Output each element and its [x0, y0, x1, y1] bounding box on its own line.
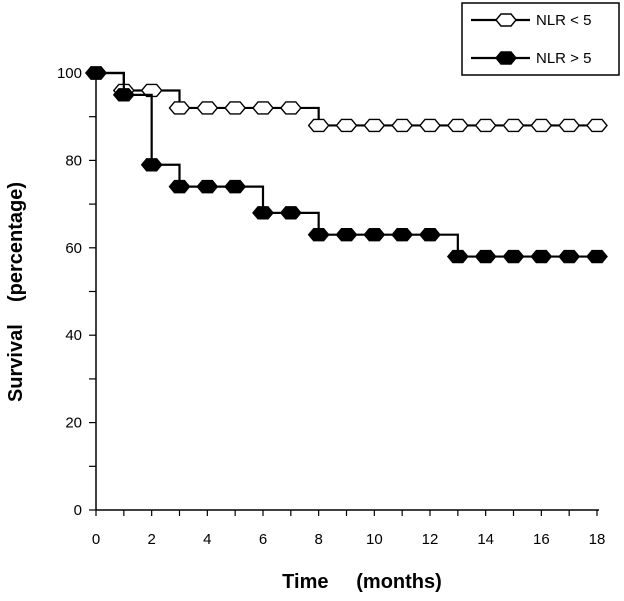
ticks: 0 2 4 6 8 10 12 14 16 18 0 20 40 60 80 100 [57, 65, 605, 548]
data-point [502, 249, 525, 264]
y-tick-label: 60 [65, 240, 82, 257]
x-tick-label: 0 [92, 531, 100, 548]
x-tick-label: 10 [366, 531, 383, 548]
data-point [502, 118, 525, 133]
data-point [307, 118, 330, 133]
data-point [196, 101, 219, 115]
y-tick-label: 100 [57, 65, 82, 82]
data-point [391, 118, 414, 133]
data-point [224, 179, 247, 194]
data-point [586, 249, 608, 264]
legend-marker [495, 13, 517, 27]
data-point [168, 101, 191, 115]
data-point [586, 118, 608, 133]
axes [95, 71, 599, 511]
x-tick-label: 6 [259, 531, 267, 548]
data-point [252, 206, 274, 220]
data-point [224, 101, 247, 115]
legend-box [461, 2, 620, 76]
data-point [168, 179, 191, 194]
data-point [85, 66, 107, 80]
legend: NLR < 5 NLR > 5 [461, 2, 620, 76]
x-tick-label: 2 [147, 531, 155, 548]
legend-label: NLR > 5 [536, 50, 591, 67]
data-point [363, 118, 386, 133]
data-point [140, 158, 163, 172]
x-tick-label: 14 [477, 531, 494, 548]
x-tick-label: 12 [422, 531, 439, 548]
series-1 [85, 66, 608, 133]
data-point [196, 179, 219, 194]
x-axis-title: Time (months) [282, 571, 442, 593]
data-point [530, 249, 553, 264]
y-axis-title: Survival (percentage) [5, 182, 27, 402]
x-tick-label: 8 [314, 531, 322, 548]
x-tick-label: 4 [203, 531, 211, 548]
series-2 [85, 66, 608, 264]
data-point [279, 206, 302, 220]
data-point [446, 118, 469, 133]
y-tick-label: 20 [65, 415, 82, 432]
data-point [419, 118, 441, 133]
legend-marker [495, 51, 517, 65]
data-point [140, 83, 163, 98]
data-point [112, 88, 135, 102]
data-point [530, 118, 553, 133]
data-point [391, 227, 414, 242]
series-line [96, 71, 597, 127]
data-point [558, 118, 581, 133]
legend-entry-2: NLR > 5 [471, 50, 591, 67]
data-point [363, 227, 386, 242]
data-point [558, 249, 581, 264]
legend-label: NLR < 5 [536, 12, 591, 29]
data-point [474, 249, 497, 264]
y-tick-label: 40 [65, 327, 82, 344]
data-point [419, 227, 441, 242]
y-tick-label: 80 [65, 152, 82, 169]
legend-entry-1: NLR < 5 [471, 12, 591, 29]
data-point [446, 249, 469, 264]
y-tick-label: 0 [74, 502, 82, 519]
data-point [279, 101, 302, 115]
data-point [335, 227, 358, 242]
series-layer [85, 66, 608, 264]
data-point [474, 118, 497, 133]
x-tick-label: 18 [589, 531, 606, 548]
data-point [335, 118, 358, 133]
x-tick-label: 16 [533, 531, 550, 548]
data-point [307, 227, 330, 242]
data-point [252, 101, 274, 115]
